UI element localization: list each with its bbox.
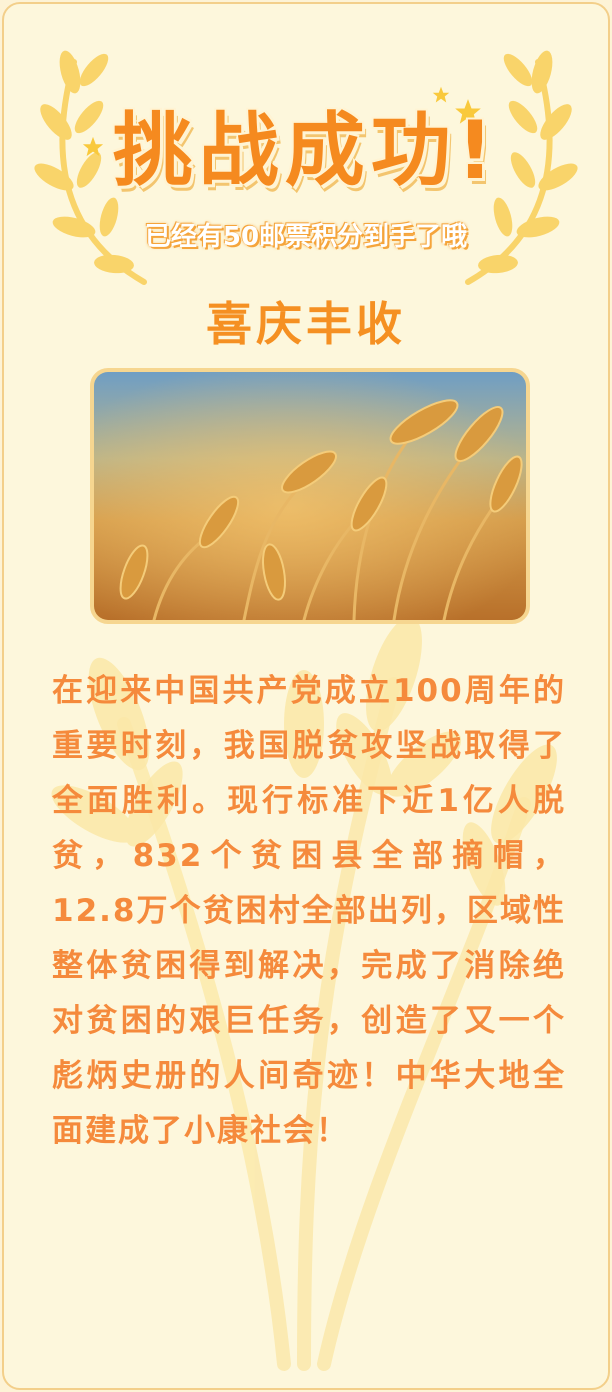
- wheat-background-icon: [51, 616, 557, 1371]
- star-icon: [455, 99, 481, 124]
- wheat-field-image: [94, 372, 526, 620]
- body-paragraph: 在迎来中国共产党成立100周年的重要时刻，我国脱贫攻坚战取得了全面胜利。现行标准…: [52, 673, 566, 1149]
- wheat-photo: [90, 368, 530, 624]
- page-title: 挑战成功!: [112, 104, 500, 197]
- laurel-left-icon: [34, 50, 147, 285]
- laurel-right-icon: [465, 50, 578, 285]
- points-subtitle: 已经有50邮票积分到手了哦: [144, 222, 468, 252]
- star-icon: [82, 136, 104, 157]
- section-title: 喜庆丰收: [206, 297, 406, 351]
- star-icon: [432, 86, 450, 103]
